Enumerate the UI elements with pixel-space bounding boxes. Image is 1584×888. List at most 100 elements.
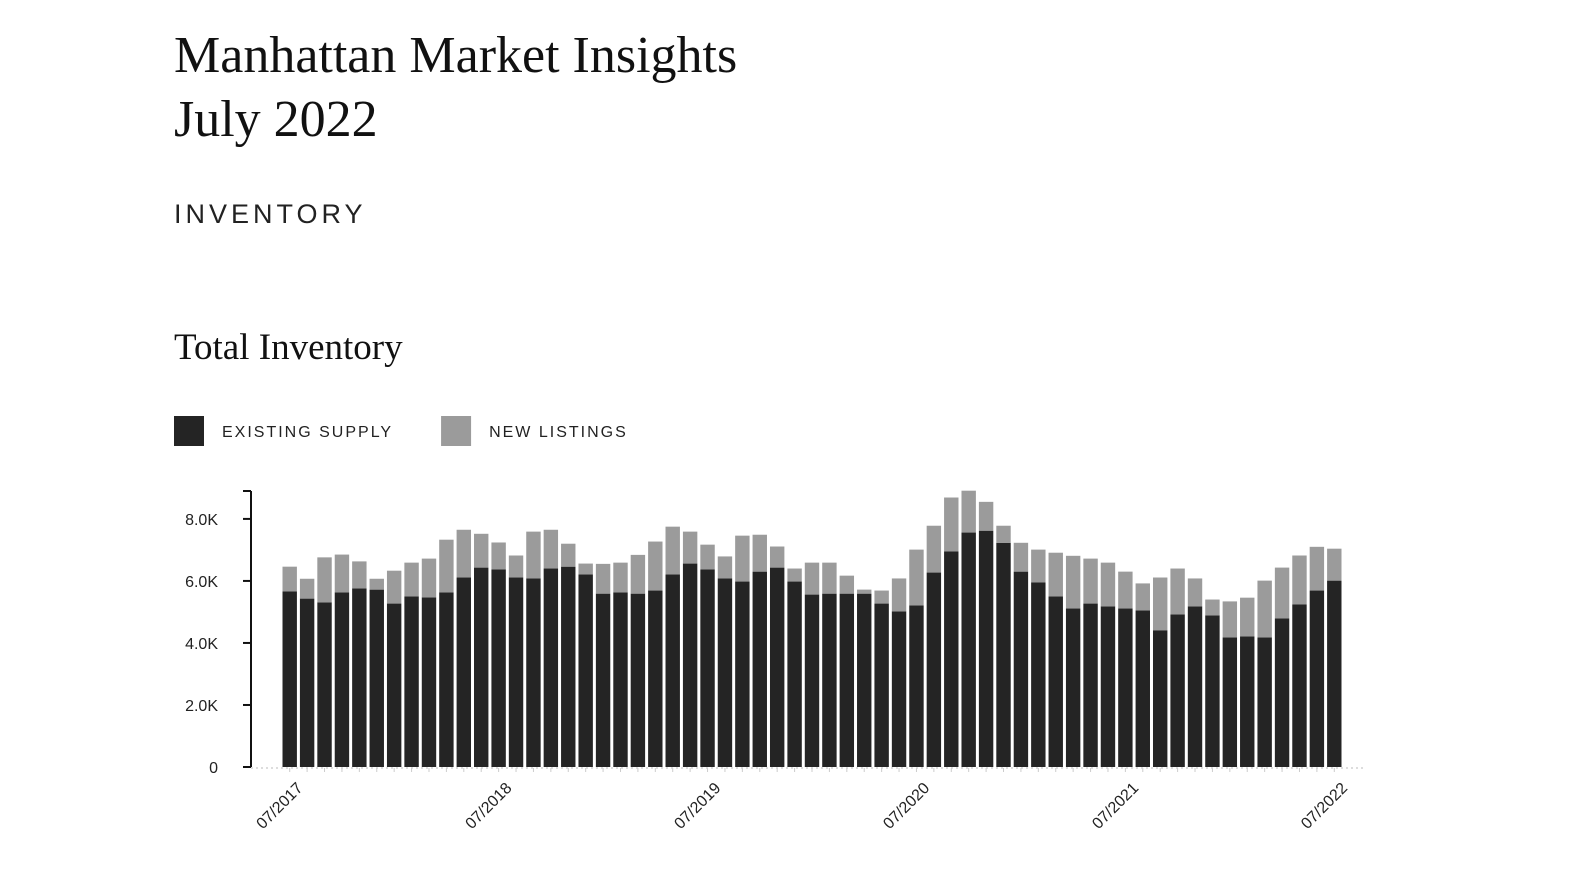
bar-segment: [299, 578, 315, 599]
bar-segment: [926, 572, 942, 767]
bar-segment: [1187, 606, 1203, 767]
bar-segment: [334, 592, 350, 767]
chart-title: Total Inventory: [174, 327, 403, 368]
bar-segment: [334, 554, 350, 593]
bar-segment: [1292, 555, 1307, 605]
bar-segment: [1222, 637, 1238, 767]
bar-segment: [1065, 608, 1081, 767]
bar-segment: [978, 530, 994, 767]
bar-segment: [700, 569, 715, 767]
bar-segment: [1222, 601, 1238, 638]
bar-segment: [1205, 615, 1220, 767]
bar-segment: [752, 571, 767, 767]
bar-segment: [561, 566, 576, 767]
bar-segment: [769, 546, 785, 568]
bar-segment: [595, 563, 611, 594]
bar-segment: [1274, 567, 1290, 619]
bar-segment: [700, 544, 715, 570]
bar-segment: [1309, 546, 1325, 591]
bar-segment: [717, 556, 733, 579]
bar-segment: [1274, 618, 1290, 767]
bar-segment: [282, 566, 297, 592]
bar-segment: [1152, 577, 1168, 631]
bar-segment: [352, 588, 367, 767]
bar-segment: [822, 562, 837, 594]
bar-segment: [1100, 606, 1116, 767]
page-title: Manhattan Market Insights: [174, 27, 737, 84]
bar-segment: [299, 598, 315, 767]
bar-segment: [386, 603, 402, 767]
bar-segment: [1240, 597, 1255, 637]
y-tick-label: 8.0K: [185, 512, 218, 529]
bar-segment: [1240, 636, 1255, 767]
bar-segment: [787, 581, 802, 767]
bar-segment: [317, 557, 332, 603]
bar-segment: [561, 543, 576, 567]
bar-segment: [491, 542, 506, 570]
bar-segment: [1048, 552, 1063, 597]
bar-segment: [1118, 608, 1133, 767]
bar-segment: [891, 611, 907, 767]
bar-segment: [508, 577, 524, 767]
bar-segment: [944, 497, 959, 552]
bar-segment: [578, 574, 593, 767]
bar-segment: [1118, 571, 1133, 609]
legend-label: EXISTING SUPPLY: [222, 424, 393, 441]
y-tick-label: 2.0K: [185, 698, 218, 715]
bar-segment: [804, 594, 820, 767]
bar-segment: [735, 535, 750, 582]
bar-segment: [1187, 578, 1203, 607]
bar-segment: [1170, 568, 1185, 615]
bar-segment: [891, 578, 907, 612]
bar-segment: [787, 568, 802, 582]
bar-segment: [1013, 571, 1029, 767]
bar-segment: [1327, 548, 1342, 581]
bar-segment: [752, 534, 767, 572]
bar-segment: [526, 578, 541, 767]
bar-segment: [996, 525, 1011, 543]
bar-segment: [1205, 599, 1220, 616]
bar-segment: [386, 570, 402, 604]
bar-segment: [613, 562, 628, 593]
legend-label: NEW LISTINGS: [489, 424, 628, 441]
bar-segment: [543, 568, 559, 767]
x-tick-label: 07/2019: [671, 780, 724, 833]
bar-segment: [491, 569, 506, 767]
bar-segment: [804, 562, 820, 595]
bar-segment: [857, 593, 872, 767]
bar-segment: [926, 525, 942, 573]
bar-segment: [1309, 590, 1325, 767]
bar-segment: [1152, 630, 1168, 767]
bar-segment: [717, 578, 733, 767]
bar-segment: [682, 531, 698, 564]
bar-segment: [857, 589, 872, 594]
bar-segment: [944, 551, 959, 767]
page-subtitle: July 2022: [174, 91, 378, 148]
chart: EXISTING SUPPLY NEW LISTINGS 0 2.0K 4.0K 6.0K…: [174, 416, 1365, 833]
bar-segment: [578, 563, 593, 575]
bar-segment: [282, 591, 297, 767]
bar-segment: [874, 590, 889, 604]
bar-segment: [822, 593, 837, 767]
bar-segment: [1013, 542, 1029, 572]
bar-segment: [1135, 583, 1150, 611]
bar-segment: [1135, 610, 1150, 767]
bar-segment: [648, 541, 663, 591]
bar-segment: [1083, 558, 1098, 604]
x-tick-label: 07/2021: [1089, 780, 1142, 833]
bar-segment: [839, 593, 855, 767]
bar-segment: [1257, 580, 1272, 638]
bar-segment: [595, 593, 611, 767]
bar-segment: [630, 593, 646, 767]
bar-segment: [369, 578, 384, 590]
y-tick-label: 6.0K: [185, 574, 218, 591]
bar-segment: [1170, 614, 1185, 767]
bar-segment: [961, 490, 976, 533]
y-tick-label: 4.0K: [185, 636, 218, 653]
bar-segment: [1031, 582, 1046, 767]
x-tick-label: 07/2017: [254, 780, 307, 833]
bar-segment: [909, 605, 924, 767]
x-tick-label: 07/2018: [463, 780, 516, 833]
legend-swatch: [174, 416, 204, 446]
bar-segment: [909, 549, 924, 606]
